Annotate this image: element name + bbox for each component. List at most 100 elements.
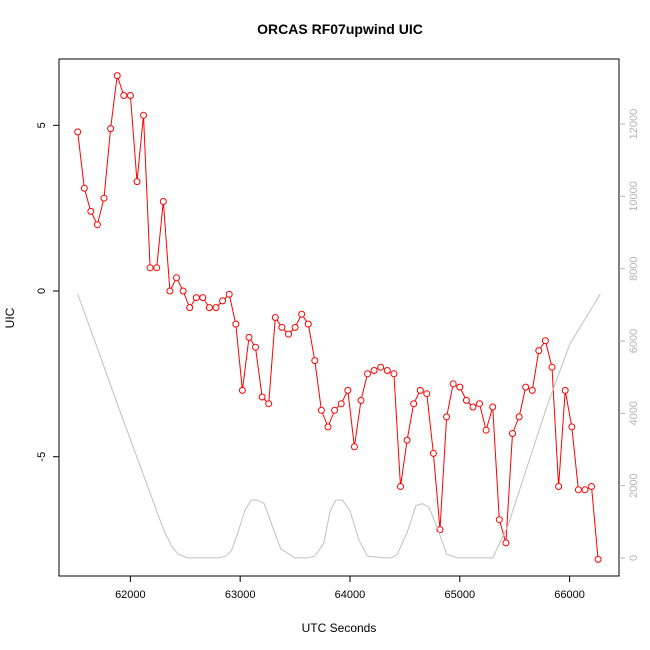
uic-data-point — [146, 264, 154, 272]
uic-data-point — [179, 287, 187, 295]
uic-data-point — [113, 72, 121, 80]
uic-data-point — [541, 337, 549, 345]
plot-frame — [58, 58, 620, 577]
y2-axis: 0 2000 4000 6000 8000 10000 12000 — [619, 109, 640, 561]
uic-data-point — [423, 390, 431, 398]
uic-data-point — [133, 178, 141, 186]
uic-data-point — [581, 486, 589, 494]
uic-data-point — [159, 198, 167, 205]
uic-data-point — [278, 323, 286, 331]
uic-data-point — [502, 539, 510, 547]
y-axis-label: UIC — [3, 307, 17, 328]
uic-data-point — [324, 423, 332, 431]
uic-data-point — [337, 400, 345, 408]
uic-data-point — [331, 406, 339, 414]
uic-data-point — [225, 290, 233, 298]
uic-data-point — [594, 555, 602, 563]
uic-data-point — [528, 386, 536, 394]
uic-data-point — [574, 486, 582, 494]
uic-data-point — [153, 264, 161, 272]
uic-data-point — [397, 483, 404, 490]
uic-data-point — [489, 403, 497, 411]
uic-data-point — [291, 323, 299, 331]
x-tick-label: 65000 — [444, 589, 475, 601]
uic-data-point — [245, 333, 253, 341]
x-tick-label: 62000 — [115, 589, 146, 601]
uic-data-point — [317, 406, 325, 414]
y2-tick-label: 12000 — [628, 109, 640, 140]
uic-data-point — [232, 320, 240, 328]
y-tick-label: 5 — [36, 122, 48, 128]
uic-data-point — [429, 449, 437, 457]
uic-data-point — [410, 400, 418, 408]
uic-data-point — [443, 413, 451, 421]
uic-data-point — [370, 367, 378, 374]
x-axis-label: UTC Seconds — [302, 621, 377, 635]
uic-data-point — [80, 184, 88, 192]
uic-data-point — [258, 393, 266, 401]
uic-data-point — [476, 400, 483, 408]
uic-data-point — [199, 294, 207, 302]
uic-data-point — [186, 304, 194, 312]
uic-data-point — [87, 207, 95, 215]
uic-data-point — [126, 92, 134, 99]
y-tick-label: 0 — [36, 288, 48, 294]
uic-data-point — [173, 274, 180, 282]
uic-data-point — [120, 92, 128, 99]
uic-data-point — [344, 386, 352, 394]
uic-data-point — [588, 483, 595, 490]
uic-data-point — [535, 347, 543, 355]
chart-title: ORCAS RF07upwind UIC — [257, 21, 423, 37]
uic-data-point — [192, 294, 200, 302]
x-axis: 62000 63000 64000 65000 66000 — [115, 576, 585, 601]
uic-data-point — [350, 443, 358, 451]
uic-data-point — [568, 423, 576, 431]
x-tick-label: 64000 — [335, 589, 366, 601]
uic-data-point — [555, 483, 563, 490]
uic-data-point — [238, 386, 246, 394]
uic-data-point — [522, 383, 530, 391]
uic-data-point — [212, 304, 220, 312]
uic-data-point — [304, 320, 312, 328]
y2-tick-label: 4000 — [628, 401, 640, 425]
uic-data-point — [449, 380, 457, 388]
uic-data-point — [509, 430, 516, 437]
uic-data-point — [456, 383, 464, 391]
y-tick-label: -5 — [36, 452, 48, 462]
uic-data-point — [515, 413, 523, 421]
y2-tick-label: 8000 — [628, 256, 640, 280]
y2-tick-label: 10000 — [628, 181, 640, 212]
uic-data-point — [416, 386, 424, 394]
uic-data-point — [357, 396, 365, 404]
uic-data-point — [482, 426, 490, 434]
x-tick-label: 66000 — [554, 589, 585, 601]
y2-tick-label: 6000 — [628, 329, 640, 353]
uic-data-point — [285, 330, 292, 338]
y2-tick-label: 2000 — [628, 473, 640, 497]
uic-series-line — [77, 75, 599, 560]
uic-data-point — [74, 128, 82, 136]
uic-data-point — [298, 310, 306, 318]
y-axis: 5 0 -5 — [36, 122, 59, 462]
altitude-series-line — [77, 293, 601, 559]
x-tick-label: 63000 — [225, 589, 256, 601]
uic-data-point — [377, 363, 385, 371]
uic-data-point — [469, 403, 477, 411]
uic-data-point — [462, 396, 470, 404]
uic-data-point — [140, 111, 147, 119]
uic-data-point — [93, 221, 101, 229]
y2-tick-label: 0 — [628, 555, 640, 561]
uic-data-point — [219, 297, 227, 305]
uic-data-point — [271, 314, 279, 321]
uic-data-point — [100, 194, 108, 202]
uic-data-point — [265, 400, 273, 408]
uic-data-point — [561, 386, 569, 394]
uic-data-point — [495, 516, 503, 524]
uic-data-point — [548, 363, 556, 371]
uic-data-point — [205, 304, 213, 312]
uic-data-point — [390, 370, 398, 378]
series-layer — [74, 72, 602, 563]
uic-data-point — [166, 287, 174, 295]
uic-data-point — [311, 357, 319, 365]
